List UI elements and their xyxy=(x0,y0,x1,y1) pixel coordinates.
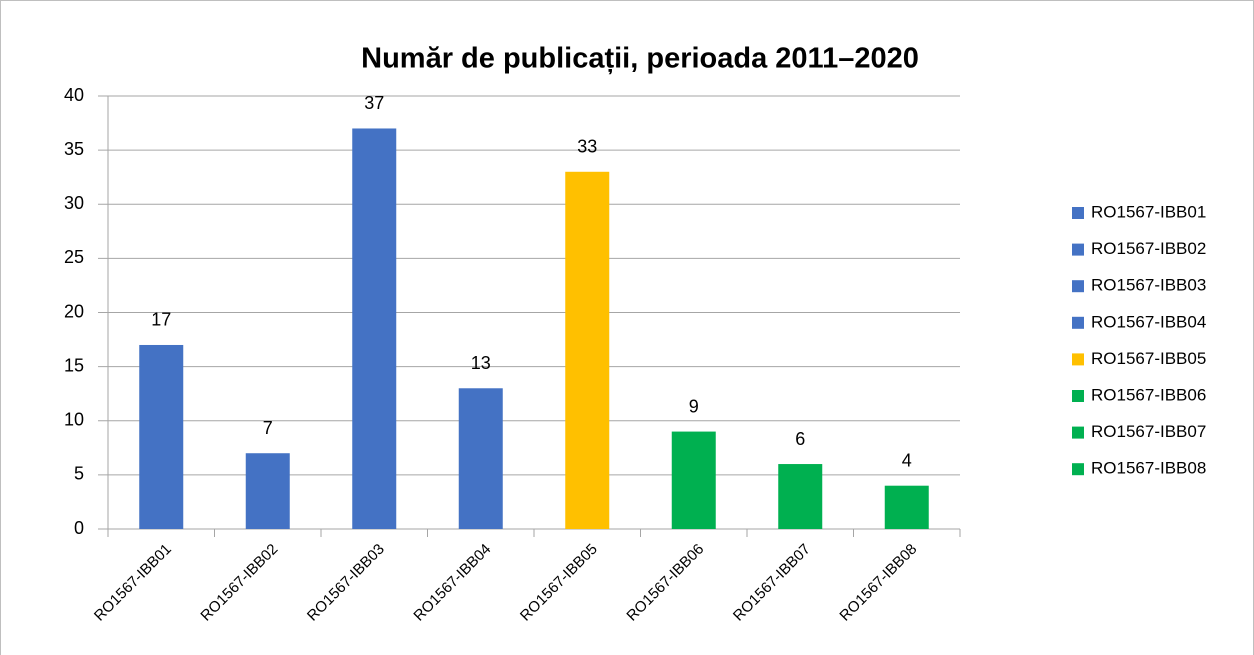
bar xyxy=(884,485,929,529)
data-label: 7 xyxy=(263,418,273,438)
legend-label: RO1567-IBB02 xyxy=(1091,239,1206,258)
data-label: 37 xyxy=(364,93,384,113)
bar xyxy=(458,388,503,529)
legend-label: RO1567-IBB03 xyxy=(1091,276,1206,295)
y-tick-label: 25 xyxy=(64,247,84,267)
y-tick-label: 10 xyxy=(64,410,84,430)
legend-swatch xyxy=(1072,243,1084,256)
bar xyxy=(671,431,716,529)
bar xyxy=(565,171,610,529)
y-tick-label: 5 xyxy=(74,464,84,484)
legend-label: RO1567-IBB06 xyxy=(1091,385,1206,404)
data-label: 9 xyxy=(689,396,699,416)
bar xyxy=(778,464,823,529)
y-tick-label: 35 xyxy=(64,139,84,159)
y-tick-label: 15 xyxy=(64,355,84,375)
bar xyxy=(139,344,184,529)
legend-label: RO1567-IBB07 xyxy=(1091,422,1206,441)
data-label: 17 xyxy=(151,310,171,330)
legend-swatch xyxy=(1072,390,1084,402)
y-tick-label: 20 xyxy=(64,301,84,321)
y-tick-label: 40 xyxy=(64,85,84,105)
legend-label: RO1567-IBB01 xyxy=(1091,202,1206,221)
legend-label: RO1567-IBB08 xyxy=(1091,459,1206,478)
data-label: 4 xyxy=(902,450,912,470)
legend-swatch xyxy=(1072,280,1084,293)
legend-label: RO1567-IBB05 xyxy=(1091,349,1206,368)
data-label: 33 xyxy=(577,137,597,157)
data-label: 6 xyxy=(795,429,805,449)
legend-label: RO1567-IBB04 xyxy=(1091,312,1206,331)
y-tick-label: 30 xyxy=(64,193,84,213)
legend-swatch xyxy=(1072,463,1084,476)
legend-swatch xyxy=(1072,353,1084,366)
chart-title: Număr de publicații, perioada 2011–2020 xyxy=(361,43,919,75)
bar xyxy=(352,128,397,529)
legend-swatch xyxy=(1072,316,1084,329)
bar xyxy=(245,453,290,529)
data-label: 13 xyxy=(471,353,491,373)
legend-swatch xyxy=(1072,426,1084,439)
y-tick-label: 0 xyxy=(74,518,84,538)
legend-swatch xyxy=(1072,207,1084,219)
